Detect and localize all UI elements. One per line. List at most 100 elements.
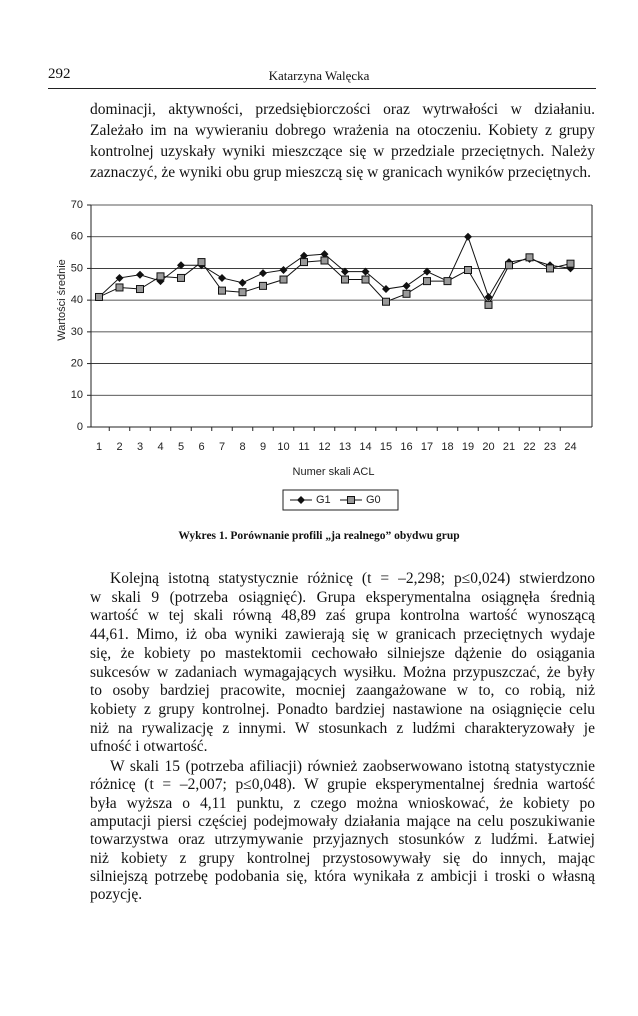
data-point [361, 275, 370, 284]
text-line: w skali 9 (potrzeba osiągnięć). Grupa ek… [90, 588, 595, 606]
text-line: ufność i otwartość. [90, 738, 208, 756]
header-rule [48, 88, 596, 89]
legend-label: G0 [366, 494, 381, 506]
data-point [382, 297, 390, 306]
text-line: zaznaczyć, że wyniki obu grup mieszczą s… [90, 164, 591, 181]
y-tick-label: 30 [71, 326, 83, 338]
text-line: była wyższa o 4,11 punktu, z czego można… [90, 794, 595, 812]
text-line: Zależało im na wywieraniu dobrego wrażen… [90, 122, 595, 139]
legend-marker [347, 496, 355, 504]
y-tick-label: 10 [71, 389, 83, 401]
data-point [156, 272, 165, 281]
data-point [464, 232, 472, 241]
y-tick-label: 50 [71, 262, 83, 274]
data-point [382, 285, 390, 294]
data-point [197, 258, 206, 267]
series-line [98, 256, 571, 306]
legend-marker [297, 496, 305, 504]
data-point [484, 300, 493, 309]
data-point [279, 275, 288, 284]
x-tick-label: 12 [318, 441, 330, 453]
text-line: się, że kobiety po mastektomii cechowało… [90, 644, 595, 662]
x-tick-label: 13 [339, 441, 351, 453]
running-head: Katarzyna Walęcka [268, 68, 370, 83]
x-tick-label: 8 [239, 441, 245, 453]
data-point [320, 256, 329, 265]
x-tick-label: 11 [298, 441, 309, 453]
data-point [238, 288, 247, 297]
figure-caption: Wykres 1. Porównanie profili „ja realneg… [178, 530, 460, 542]
data-point [320, 250, 329, 259]
text-line: sukcesów w zadaniach wymagających wysiłk… [90, 663, 595, 681]
x-tick-label: 16 [400, 441, 412, 453]
data-point [177, 261, 185, 270]
text-line: kontrolnej uzyskały wyniki mieszczące si… [90, 143, 595, 160]
data-point [95, 292, 103, 301]
page-number: 292 [48, 66, 71, 82]
data-point [464, 266, 472, 275]
data-point [300, 258, 308, 267]
x-tick-label: 4 [157, 441, 163, 453]
data-point [402, 289, 411, 298]
x-tick-label: 17 [421, 441, 433, 453]
data-point [136, 285, 144, 294]
y-axis-title: Wartości średnie [56, 259, 68, 341]
text-line: niż kobiety z grupy kontrolnej przystoso… [90, 849, 595, 867]
legend-box [282, 489, 399, 511]
x-tick-label: 20 [482, 441, 494, 453]
data-point [279, 266, 288, 275]
text-line: to osoby bardziej pracowite, mocniej zaa… [90, 682, 595, 700]
x-tick-label: 3 [137, 441, 143, 453]
y-tick-label: 0 [77, 421, 83, 433]
data-point [341, 267, 349, 276]
data-point [300, 251, 308, 260]
x-tick-label: 24 [564, 441, 576, 453]
text-line: niż na rywalizację z innymi. W stosunkac… [90, 719, 595, 737]
data-point [218, 286, 226, 295]
data-point [238, 278, 247, 287]
data-point [115, 273, 124, 282]
text-line: towarzystwa oraz utrzymywanie przyjaznyc… [90, 831, 595, 849]
text-line: pozycję. [90, 886, 143, 904]
x-tick-label: 18 [441, 441, 453, 453]
x-tick-label: 9 [260, 441, 266, 453]
text-line: wartość w tej skali równą 48,89 zaś grup… [90, 607, 595, 625]
x-tick-label: 14 [359, 441, 371, 453]
data-point [525, 253, 534, 262]
x-tick-label: 5 [178, 441, 184, 453]
text-line: kobiety z grupy kontrolnej. Ponadto bard… [90, 700, 595, 718]
x-tick-label: 10 [277, 441, 289, 453]
data-point [423, 267, 431, 276]
text-line: dominacji, aktywności, przedsiębiorczośc… [90, 101, 595, 118]
series-line [98, 235, 571, 299]
y-tick-label: 70 [71, 199, 83, 211]
text-line: silniejszą potrzebę podobania się, która… [90, 867, 595, 885]
x-axis-title: Numer skali ACL [293, 466, 375, 478]
x-tick-label: 23 [544, 441, 556, 453]
x-tick-label: 2 [116, 441, 122, 453]
x-tick-label: 6 [198, 441, 204, 453]
data-point [218, 273, 226, 282]
data-point [361, 267, 370, 276]
data-point [423, 277, 431, 286]
legend-label: G1 [316, 494, 331, 506]
data-point [402, 281, 411, 290]
data-point [177, 273, 185, 282]
text-line: W skali 15 (potrzeba afiliacji) również … [110, 758, 595, 775]
y-tick-label: 40 [71, 294, 83, 306]
x-tick-label: 1 [96, 441, 102, 453]
data-point [341, 275, 349, 284]
y-tick-label: 20 [71, 357, 83, 369]
data-point [443, 277, 452, 286]
x-tick-label: 7 [219, 441, 225, 453]
data-point [546, 264, 554, 273]
y-tick-label: 60 [71, 231, 83, 243]
x-tick-label: 22 [523, 441, 535, 453]
data-point [115, 283, 124, 292]
x-tick-label: 15 [380, 441, 392, 453]
data-point [259, 281, 267, 290]
data-point [484, 292, 493, 301]
x-tick-label: 21 [503, 441, 515, 453]
data-point [505, 261, 513, 270]
